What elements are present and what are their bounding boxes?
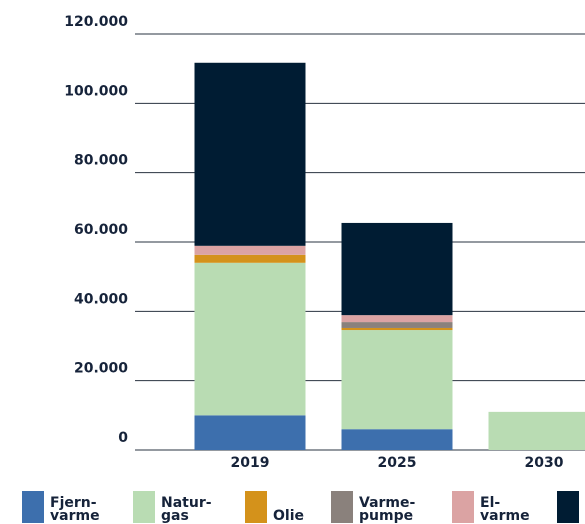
legend-item: El-varme — [452, 489, 536, 523]
bar-segment — [194, 415, 306, 450]
legend-swatch — [557, 491, 579, 523]
y-tick-label: 20.000 — [74, 361, 128, 377]
bar-segment — [341, 429, 453, 450]
legend-swatch — [133, 491, 155, 523]
legend-swatch — [331, 491, 353, 523]
bar-segment — [341, 222, 453, 316]
legend: Fjern-varme Natur-gas Olie Varme-pumpe El-va… — [0, 489, 585, 524]
legend-swatch — [245, 491, 267, 523]
legend-item: Olie — [245, 489, 329, 523]
x-tick-label: 2030 — [525, 455, 564, 471]
legend-item: Natur-gas — [133, 489, 217, 523]
y-tick-label: 0 — [118, 430, 128, 446]
legend-label: Olie — [273, 508, 304, 524]
y-tick-label: 60.000 — [74, 222, 128, 238]
legend-label: El-varme — [480, 495, 530, 524]
bar-segment — [341, 330, 453, 430]
legend-label: Varme-pumpe — [359, 495, 416, 524]
bar-segment — [341, 327, 453, 331]
y-tick-label: 120.000 — [64, 14, 128, 30]
bar-segment — [341, 322, 453, 328]
x-tick-label: 2019 — [231, 455, 270, 471]
legend-swatch — [452, 491, 474, 523]
legend-item — [557, 489, 585, 523]
legend-label: Fjern-varme — [50, 495, 100, 524]
y-tick-label: 80.000 — [74, 153, 128, 169]
legend-swatch — [22, 491, 44, 523]
y-tick-label: 100.000 — [64, 83, 128, 99]
bar-segment — [488, 411, 585, 450]
bar-segment — [194, 62, 306, 246]
legend-item: Fjern-varme — [22, 489, 106, 523]
chart: 0 20.000 40.000 60.000 80.000 100.000 120.000 2… — [64, 14, 585, 471]
bar-segment — [194, 245, 306, 255]
bar-segment — [194, 262, 306, 416]
x-tick-label: 2025 — [378, 455, 417, 471]
legend-item: Varme-pumpe — [331, 489, 415, 523]
bar-segment — [194, 254, 306, 263]
y-tick-label: 40.000 — [74, 291, 128, 307]
bar-segment — [341, 315, 453, 323]
legend-label: Natur-gas — [161, 495, 212, 524]
